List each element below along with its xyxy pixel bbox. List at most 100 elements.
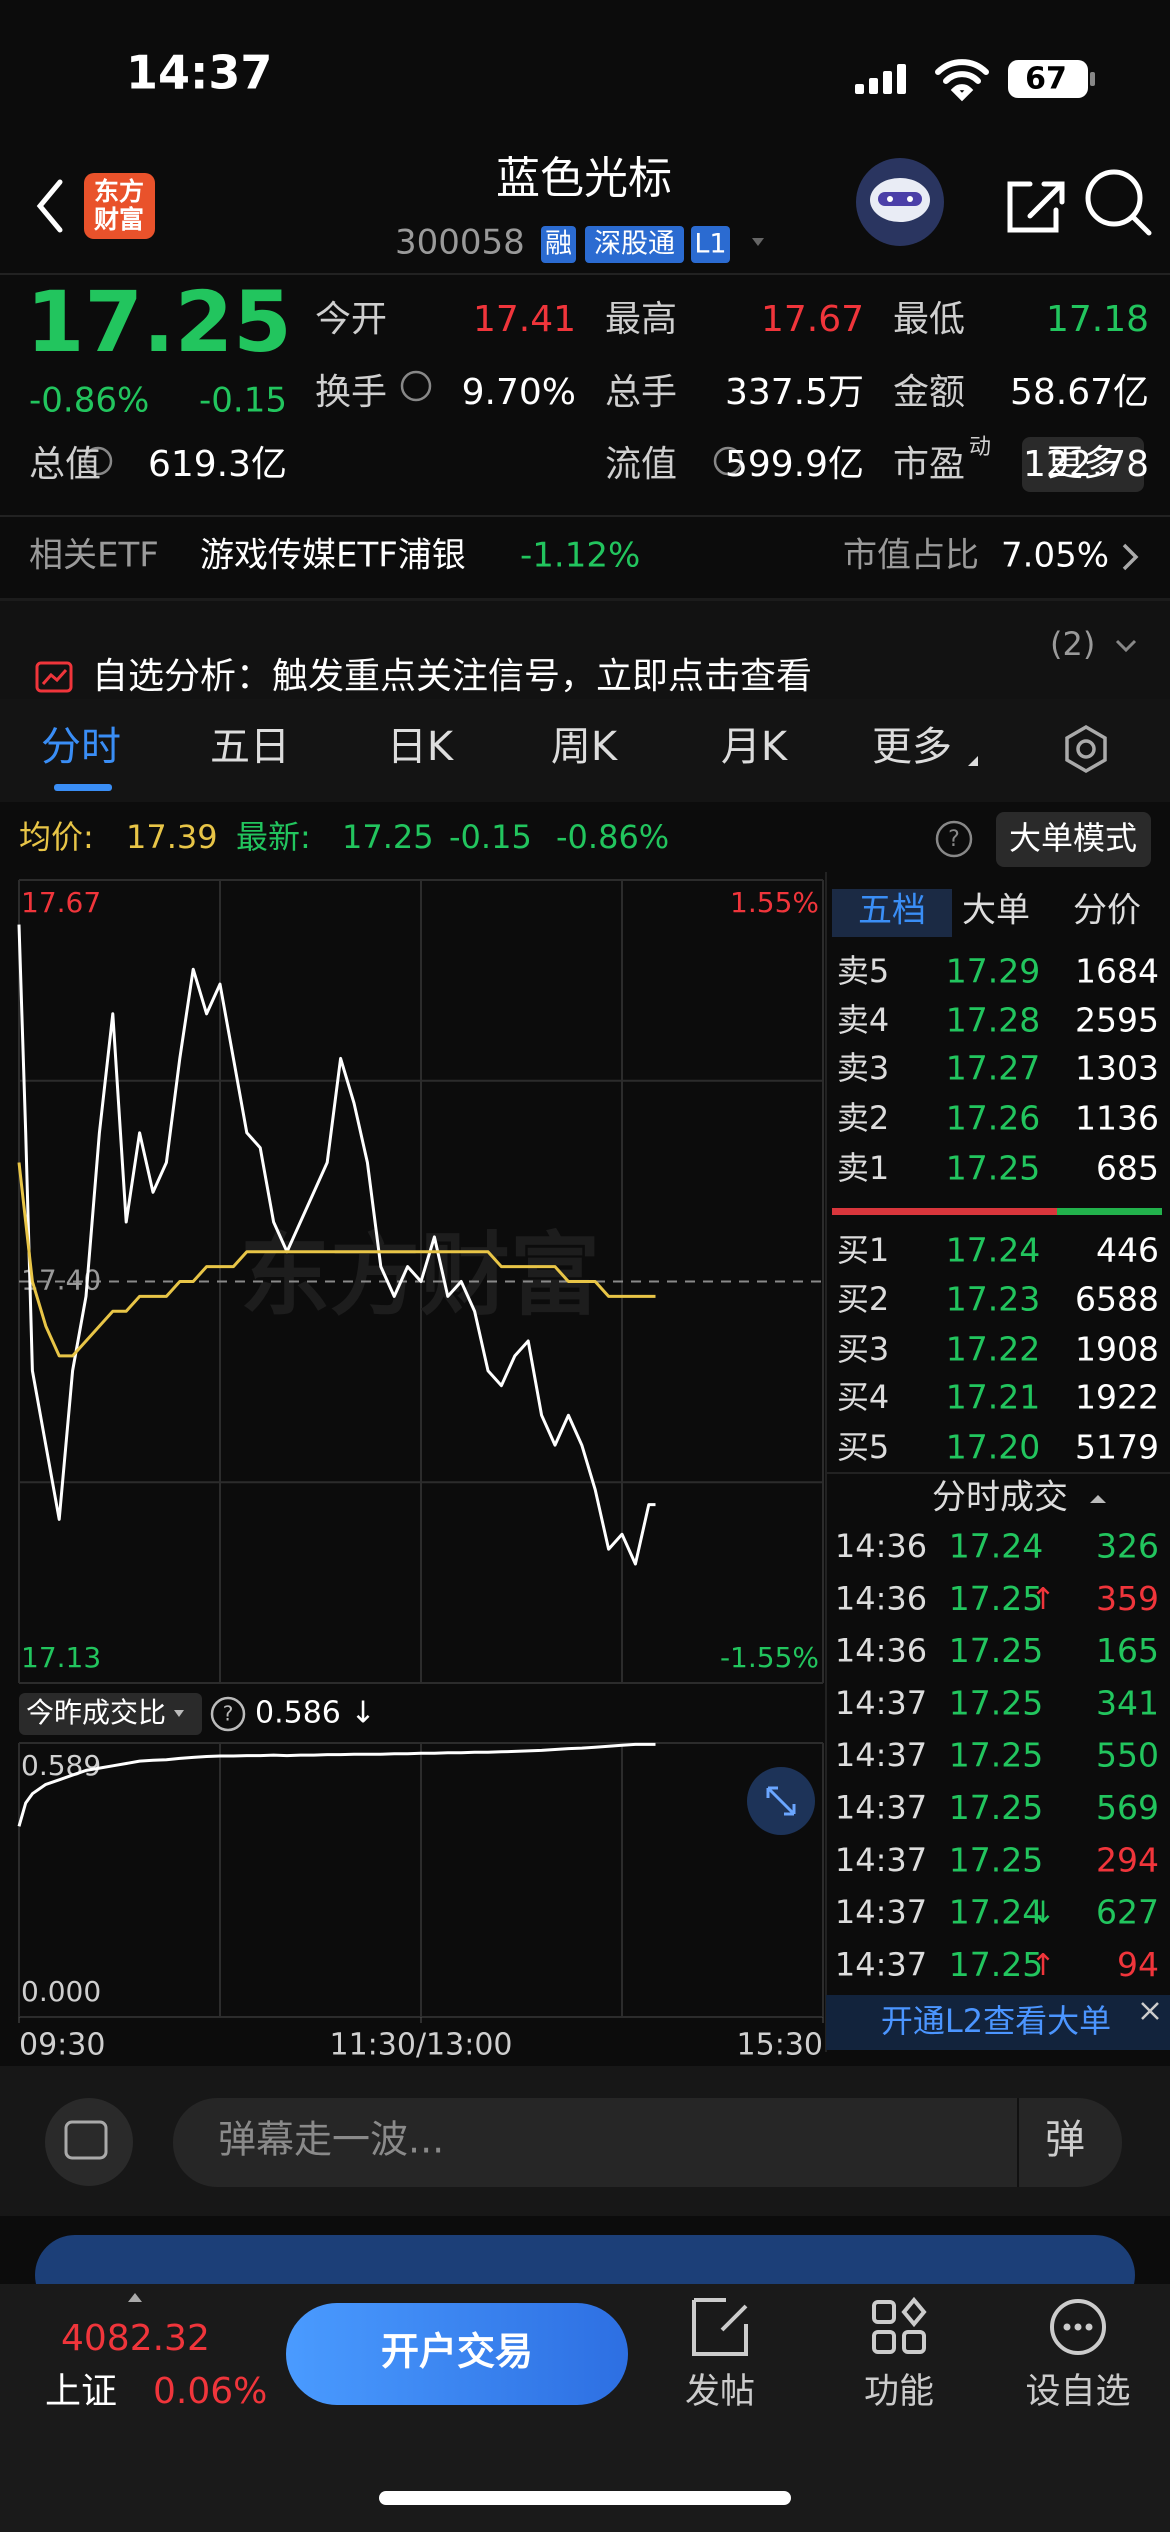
field-value: 619.3亿 <box>148 444 287 485</box>
ratio-dropdown[interactable] <box>19 1693 202 1735</box>
close-button[interactable] <box>1141 2002 1159 2020</box>
field-label: 金额 <box>893 372 965 413</box>
divider <box>826 1472 1170 1474</box>
y-tick-label: 17.67 <box>21 886 101 919</box>
danmaku-toggle[interactable] <box>45 2098 133 2186</box>
tab[interactable]: 周K <box>551 724 619 770</box>
watchlist-icon[interactable] <box>1050 2299 1106 2355</box>
avg-label: 均价: <box>19 818 94 856</box>
divider <box>825 872 827 2052</box>
battery-tip <box>1090 72 1095 86</box>
trade-time: 14:37 <box>835 1945 927 1983</box>
field-label: 市盈 <box>893 444 965 485</box>
back-button[interactable] <box>36 179 63 233</box>
mode-button-label: 大单模式 <box>1009 819 1137 857</box>
watermark: 东方财富 <box>240 1223 600 1328</box>
field-label: 换手 <box>315 372 387 413</box>
tab-selected <box>832 889 952 937</box>
book-tab[interactable]: 大单 <box>962 891 1030 931</box>
book-tab[interactable]: 分价 <box>1073 891 1141 931</box>
field-value: 58.67亿 <box>1010 372 1149 413</box>
book-price: 17.29 <box>946 952 1040 991</box>
y2-tick-label: -1.55% <box>720 1641 819 1674</box>
chevron <box>1122 543 1139 571</box>
trade-volume: 94 <box>1117 1945 1159 1984</box>
last-price: 17.25 <box>26 273 292 371</box>
wifi-icon <box>935 59 989 102</box>
book-price: 17.24 <box>946 1231 1040 1270</box>
tab[interactable]: 月K <box>721 724 789 770</box>
field-value: 599.9亿 <box>725 444 864 485</box>
avatar[interactable] <box>856 158 944 246</box>
open-account-button[interactable] <box>286 2303 628 2405</box>
ratio-title: 今昨成交比 <box>26 1696 166 1729</box>
divider <box>0 515 1170 517</box>
book-level: 卖2 <box>837 1099 889 1137</box>
tag <box>541 226 576 263</box>
field-value: 337.5万 <box>725 372 864 413</box>
promo-bar[interactable] <box>826 1995 1170 2050</box>
tab[interactable]: 分时 <box>41 724 121 770</box>
help-icon[interactable] <box>935 820 973 858</box>
danmaku-input[interactable] <box>173 2098 1122 2187</box>
trade-volume: 294 <box>1096 1840 1159 1879</box>
tab-bar <box>0 699 1170 802</box>
settings-button[interactable] <box>1065 724 1107 774</box>
book-volume: 6588 <box>1075 1280 1159 1319</box>
tab[interactable]: 五日 <box>210 724 290 770</box>
battery-icon <box>1008 60 1088 98</box>
tag <box>691 226 730 263</box>
search-button[interactable] <box>1085 169 1152 236</box>
trade-price: 17.25 <box>949 1840 1043 1879</box>
help-icon[interactable] <box>83 446 113 476</box>
nav-label[interactable]: 设自选 <box>1025 2372 1130 2412</box>
book-volume: 1136 <box>1075 1099 1159 1138</box>
open-account-label[interactable]: 开户交易 <box>381 2330 533 2374</box>
tab[interactable]: 更多 <box>872 724 952 770</box>
big-order-mode-button[interactable] <box>996 812 1151 867</box>
tab[interactable]: 日K <box>387 724 455 770</box>
book-tab[interactable]: 五档 <box>858 891 926 931</box>
trade-price: 17.25 <box>949 1631 1043 1670</box>
trade-price: 17.25 <box>949 1736 1043 1775</box>
book-level: 卖1 <box>837 1149 889 1187</box>
field-label: 总值 <box>29 444 101 485</box>
help-icon[interactable] <box>713 446 743 476</box>
book-price: 17.28 <box>946 1001 1040 1040</box>
alert-bar[interactable] <box>0 600 1170 699</box>
tag-label: L1 <box>694 229 726 260</box>
change: -0.15 <box>199 381 287 421</box>
trade-time: 14:36 <box>835 1632 927 1670</box>
field-label: 最高 <box>605 299 677 340</box>
book-level: 卖3 <box>837 1049 889 1087</box>
field-label: 总手 <box>605 372 677 413</box>
field-value: 17.18 <box>1046 299 1149 340</box>
book-level: 卖5 <box>837 952 889 990</box>
share-value: 7.05% <box>1001 536 1109 576</box>
divider <box>0 273 1170 275</box>
nav-label[interactable]: 发帖 <box>685 2372 755 2412</box>
more-button[interactable] <box>1022 437 1144 492</box>
post-icon[interactable] <box>692 2298 748 2356</box>
trade-volume: 627 <box>1096 1893 1159 1932</box>
home-indicator <box>379 2491 791 2505</box>
trade-volume: 165 <box>1096 1631 1159 1670</box>
trade-volume: 341 <box>1096 1683 1159 1722</box>
y-tick-label: 0.589 <box>21 1749 101 1782</box>
trade-volume: 550 <box>1096 1736 1159 1775</box>
help-icon[interactable] <box>210 1696 246 1732</box>
nav-label[interactable]: 功能 <box>864 2372 934 2412</box>
book-level: 买3 <box>837 1330 889 1368</box>
tab-indicator <box>54 784 112 791</box>
help-icon[interactable] <box>400 370 432 402</box>
function-icon[interactable] <box>872 2296 927 2354</box>
danmaku-button[interactable]: 弹 <box>1045 2117 1085 2163</box>
book-volume: 1303 <box>1075 1049 1159 1088</box>
avg-value: 17.39 <box>126 818 218 856</box>
share-button[interactable] <box>1007 181 1065 233</box>
x-tick-label: 11:30/13:00 <box>329 2028 512 2063</box>
promo-text[interactable]: 开通L2查看大单 <box>881 2002 1111 2040</box>
field-value: 17.41 <box>473 299 576 340</box>
tag-label: 融 <box>545 229 572 260</box>
expand-button[interactable] <box>747 1767 815 1835</box>
